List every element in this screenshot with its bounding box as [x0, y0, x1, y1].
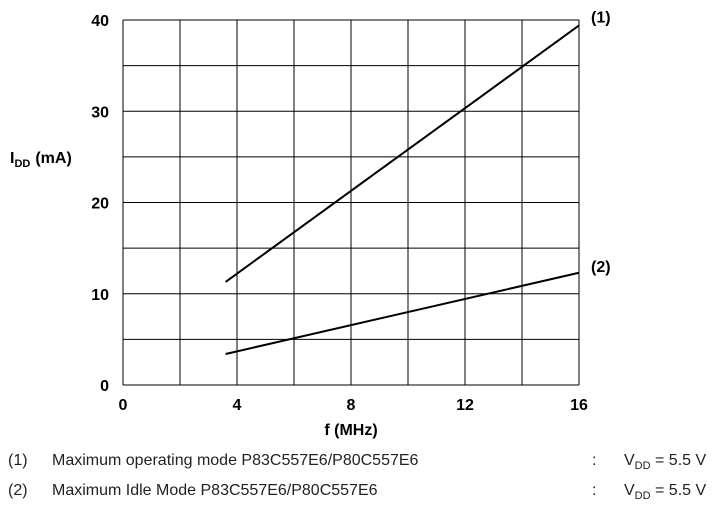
footnote-number: (1) — [8, 452, 28, 469]
y-tick-label: 20 — [91, 196, 109, 213]
series-line-1 — [225, 24, 580, 283]
x-tick-label: 16 — [570, 397, 588, 414]
y-tick-label: 30 — [91, 104, 109, 121]
y-tick-label: 0 — [100, 378, 109, 395]
chart: 0 4 8 12 16 0 10 20 30 40 (1) (2) IDD (mA) f (MHz) — [10, 9, 611, 439]
x-tick-label: 12 — [456, 397, 474, 414]
footnote-number: (2) — [8, 482, 28, 499]
x-axis-label: f (MHz) — [324, 422, 377, 439]
y-tick-label: 10 — [91, 287, 109, 304]
footnote-condition: VDD = 5.5 V — [624, 482, 707, 503]
footnote-condition: VDD = 5.5 V — [624, 452, 707, 473]
footnote-2: (2) Maximum Idle Mode P83C557E6/P80C557E… — [0, 482, 723, 512]
x-tick-label: 4 — [233, 397, 242, 414]
footnote-description: Maximum operating mode P83C557E6/P80C557… — [52, 452, 419, 469]
series-label-1: (1) — [591, 9, 611, 26]
series-lines — [225, 24, 580, 355]
series-line-2 — [225, 271, 580, 355]
x-tick-label: 0 — [119, 397, 128, 414]
footnotes: (1) Maximum operating mode P83C557E6/P80… — [0, 452, 723, 512]
footnote-colon: : — [592, 482, 597, 499]
series-label-2: (2) — [591, 259, 611, 276]
y-tick-label: 40 — [91, 13, 109, 30]
footnote-colon: : — [592, 452, 597, 469]
grid — [122, 19, 580, 386]
series-labels: (1) (2) — [591, 9, 611, 275]
footnote-description: Maximum Idle Mode P83C557E6/P80C557E6 — [52, 482, 378, 499]
x-tick-label: 8 — [347, 397, 356, 414]
tick-labels: 0 4 8 12 16 0 10 20 30 40 — [91, 13, 588, 414]
y-axis-label: IDD (mA) — [10, 150, 72, 170]
footnote-1: (1) Maximum operating mode P83C557E6/P80… — [0, 452, 723, 482]
